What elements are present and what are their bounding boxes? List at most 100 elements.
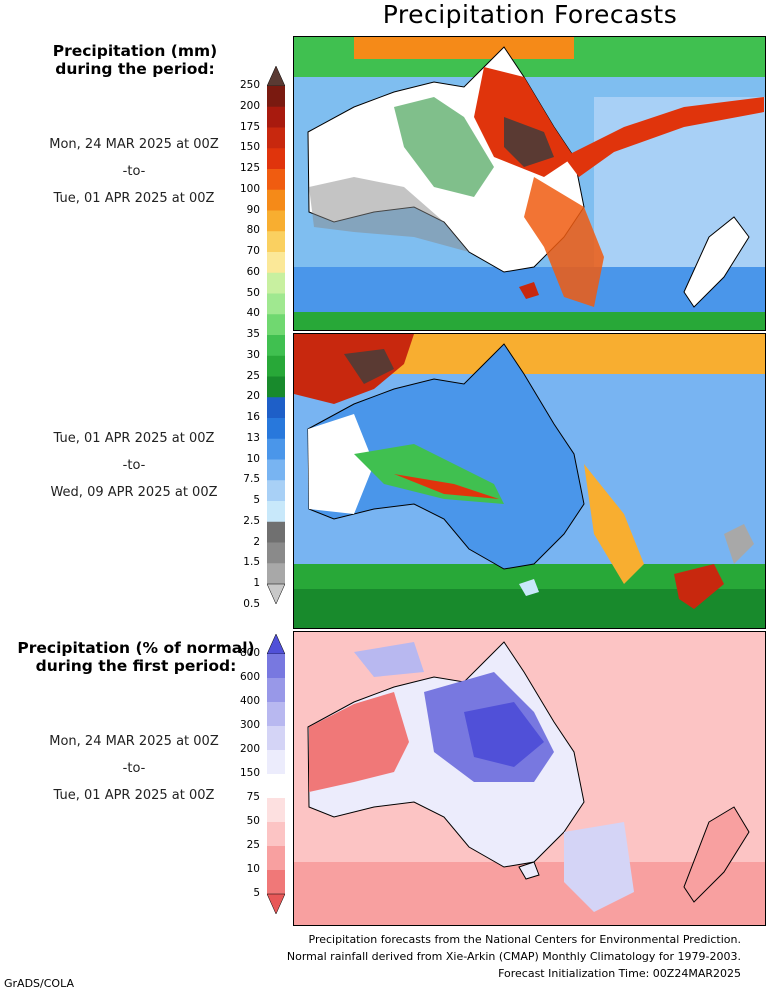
mm-colorbar-segment xyxy=(267,563,285,585)
mm-colorbar-segment xyxy=(267,252,285,274)
pct-colorbar-label: 150 xyxy=(239,767,260,779)
mm-colorbar-segment xyxy=(267,106,285,128)
panel2-start: Tue, 01 APR 2025 at 00Z xyxy=(53,431,215,446)
pct-colorbar-segment xyxy=(267,774,285,799)
mm-colorbar-label: 10 xyxy=(246,452,260,465)
panel1-header: Precipitation (mm) during the period: xyxy=(30,42,240,78)
mm-colorbar-segment xyxy=(267,127,285,149)
mm-colorbar-label: 175 xyxy=(239,120,260,133)
pct-colorbar-label: 200 xyxy=(239,743,260,755)
footer-line3: Forecast Initialization Time: 00Z24MAR20… xyxy=(498,967,741,980)
panel2-sep: -to- xyxy=(122,458,146,473)
pct-colorbar-segment xyxy=(267,870,285,895)
mm-colorbar-label: 20 xyxy=(246,390,260,403)
mm-colorbar-segment xyxy=(267,169,285,191)
mm-colorbar-label: 250 xyxy=(239,79,260,91)
mm-colorbar-segment xyxy=(267,293,285,315)
mm-colorbar-label: 40 xyxy=(246,307,260,320)
mm-colorbar-segment xyxy=(267,521,285,543)
panel3-start: Mon, 24 MAR 2025 at 00Z xyxy=(49,734,219,749)
pct-colorbar-label: 600 xyxy=(239,671,260,683)
pct-colorbar-label: 400 xyxy=(239,695,260,707)
pct-colorbar-segment xyxy=(267,750,285,775)
mm-colorbar: 250 200 175 150 125 100 90 80 70 60 50 40 35 30 25 20 16… xyxy=(240,65,286,610)
pct-colorbar-segment xyxy=(267,654,285,679)
pct-colorbar-bottom-arrow xyxy=(266,893,286,915)
panel3-end: Tue, 01 APR 2025 at 00Z xyxy=(53,788,215,803)
pct-colorbar-label: 800 xyxy=(239,647,260,659)
mm-colorbar-segment xyxy=(267,355,285,377)
mm-colorbar-segment xyxy=(267,542,285,564)
pct-colorbar-label: 5 xyxy=(253,887,260,899)
mm-colorbar-segment xyxy=(267,397,285,419)
mm-colorbar-label: 80 xyxy=(246,224,260,237)
pct-colorbar-segment xyxy=(267,846,285,871)
mm-colorbar-label: 35 xyxy=(246,328,260,340)
pct-colorbar-segment xyxy=(267,678,285,703)
map-panel-3 xyxy=(293,631,766,926)
mm-colorbar-segment xyxy=(267,501,285,523)
mm-colorbar-label: 125 xyxy=(239,162,260,174)
pct-colorbar-label: 10 xyxy=(246,863,260,875)
pct-colorbar-label: 25 xyxy=(246,839,260,851)
pct-colorbar-svg xyxy=(266,633,286,915)
panel2-end: Wed, 09 APR 2025 at 00Z xyxy=(50,485,218,500)
panel3-header-line2: during the first period: xyxy=(35,657,237,675)
panel1-header-line1: Precipitation (mm) xyxy=(52,42,218,60)
mm-colorbar-segment xyxy=(267,148,285,170)
mm-colorbar-label: 100 xyxy=(239,182,260,195)
pct-colorbar-label: 300 xyxy=(239,719,260,731)
mm-colorbar-label: 90 xyxy=(246,203,260,216)
mm-colorbar-segment xyxy=(267,480,285,502)
pct-colorbar-segment xyxy=(267,798,285,823)
mm-colorbar-label: 1 xyxy=(253,577,260,589)
mm-colorbar-segment xyxy=(267,210,285,232)
mm-colorbar-label: 2 xyxy=(253,535,260,548)
pct-colorbar-segment xyxy=(267,822,285,847)
mm-colorbar-segment xyxy=(267,376,285,398)
page-title: Precipitation Forecasts xyxy=(382,0,678,29)
mm-colorbar-label: 5 xyxy=(253,494,260,506)
map-panel-2 xyxy=(293,333,766,629)
mm-colorbar-label: 1.5 xyxy=(243,556,260,569)
mm-colorbar-segment xyxy=(267,418,285,440)
mm-colorbar-label: 13 xyxy=(246,431,260,444)
mm-colorbar-segment xyxy=(267,335,285,357)
pct-colorbar-label: 50 xyxy=(246,815,260,827)
mm-colorbar-top-arrow xyxy=(266,65,286,87)
mm-colorbar-label: 200 xyxy=(239,99,260,112)
panel1-sep: -to- xyxy=(122,164,146,179)
mm-colorbar-label: 150 xyxy=(239,141,260,154)
grads-credit: GrADS/COLA xyxy=(4,977,74,990)
footer-line2: Normal rainfall derived from Xie-Arkin (… xyxy=(286,950,741,963)
mm-colorbar-label: 30 xyxy=(246,348,260,361)
mm-colorbar-segment xyxy=(267,314,285,336)
mm-colorbar-segment xyxy=(267,459,285,481)
footer-notes: Precipitation forecasts from the Nationa… xyxy=(287,931,741,982)
footer-line1: Precipitation forecasts from the Nationa… xyxy=(308,933,742,946)
pct-colorbar-label: 75 xyxy=(246,791,260,803)
mm-colorbar-label: 7.5 xyxy=(243,473,260,486)
map-panel-1 xyxy=(293,36,766,331)
panel3-header: Precipitation (% of normal) during the f… xyxy=(8,639,264,675)
mm-colorbar-svg xyxy=(266,65,286,605)
mm-colorbar-label: 50 xyxy=(246,286,260,299)
pct-colorbar-segment xyxy=(267,726,285,751)
panel1-end: Tue, 01 APR 2025 at 00Z xyxy=(53,191,215,206)
panel1-start: Mon, 24 MAR 2025 at 00Z xyxy=(49,137,219,152)
pct-colorbar-top-arrow xyxy=(266,633,286,655)
mm-colorbar-label: 16 xyxy=(246,411,260,423)
panel3-header-line1: Precipitation (% of normal) xyxy=(17,639,255,657)
mm-colorbar-label: 70 xyxy=(246,245,260,257)
pct-colorbar-segment xyxy=(267,702,285,727)
percent-colorbar: 800 600 400 300 200 150 75 50 25 10 5 xyxy=(240,633,286,915)
mm-colorbar-label: 25 xyxy=(246,369,260,382)
mm-colorbar-label: 60 xyxy=(246,265,260,278)
mm-colorbar-segment xyxy=(267,231,285,253)
mm-colorbar-label: 2.5 xyxy=(243,514,260,527)
mm-colorbar-segment xyxy=(267,438,285,460)
mm-colorbar-label: 0.5 xyxy=(243,597,260,610)
mm-colorbar-segment xyxy=(267,272,285,294)
mm-colorbar-bottom-arrow xyxy=(266,583,286,605)
panel1-header-line2: during the period: xyxy=(55,60,215,78)
